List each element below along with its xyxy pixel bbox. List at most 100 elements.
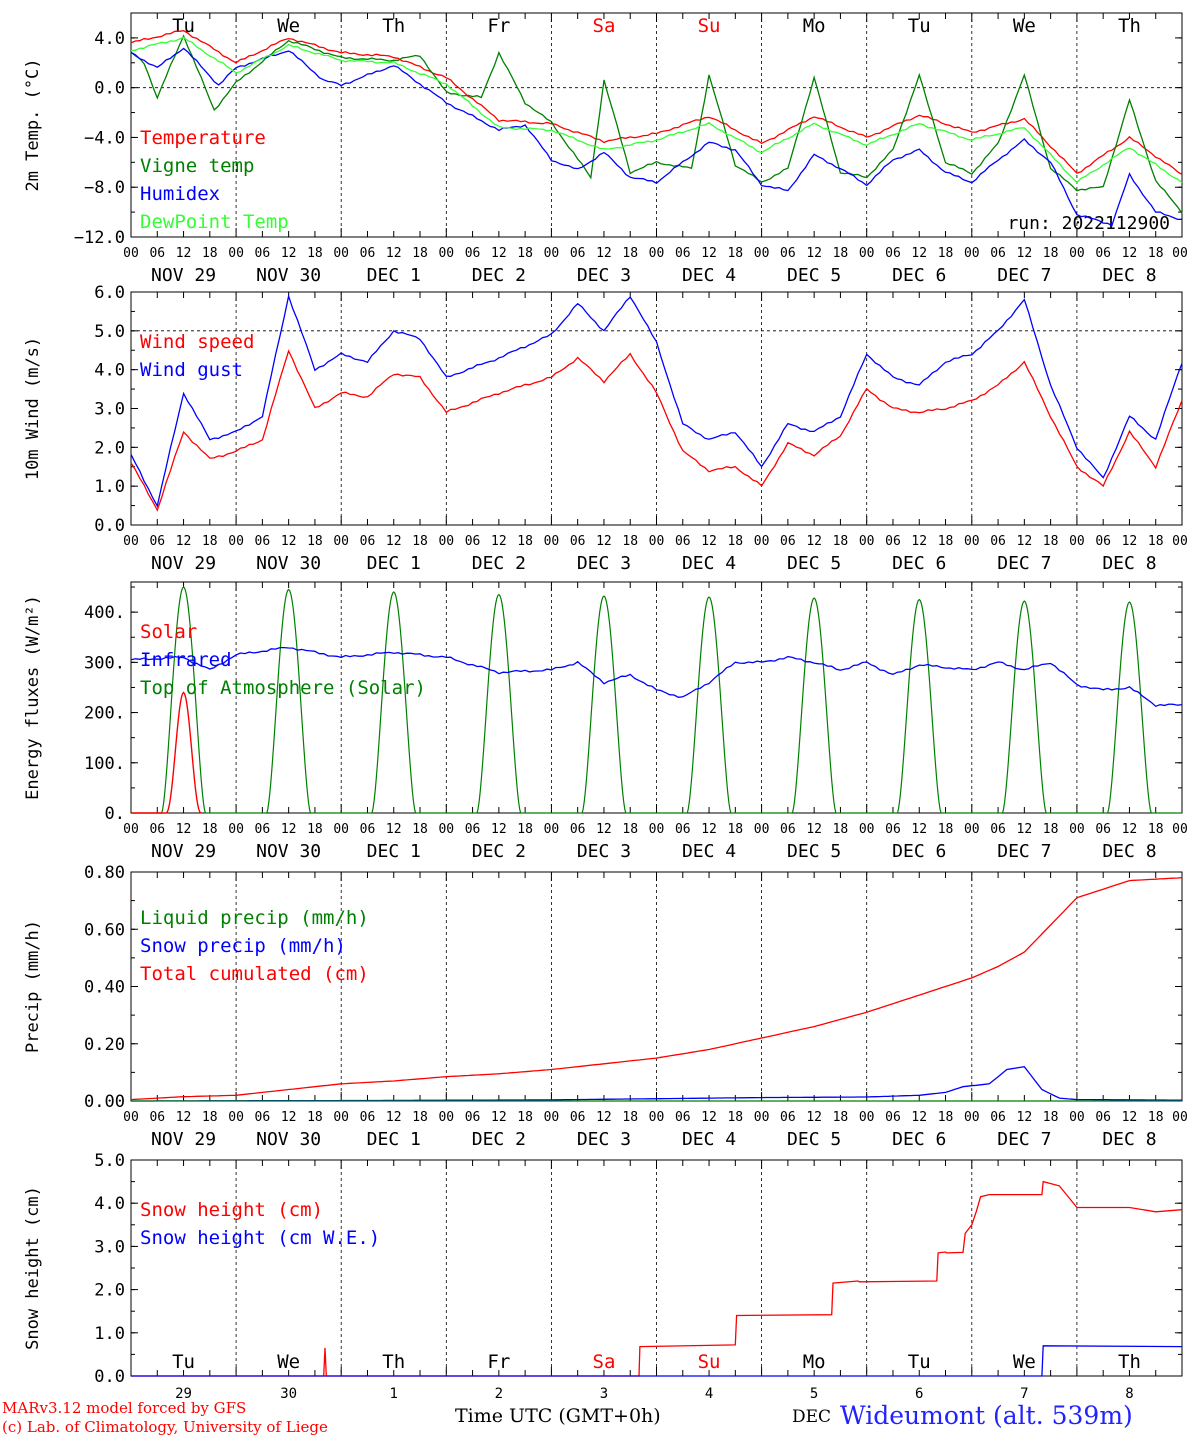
hour-label: 00 bbox=[123, 246, 139, 261]
hour-label: 18 bbox=[1148, 822, 1164, 837]
hour-label: 00 bbox=[859, 822, 875, 837]
date-label: DEC 8 bbox=[1102, 841, 1156, 862]
date-label: DEC 2 bbox=[472, 553, 526, 574]
hour-label: 18 bbox=[517, 534, 533, 549]
hour-label: 06 bbox=[1095, 1110, 1111, 1125]
date-label: DEC 3 bbox=[577, 553, 631, 574]
hour-label: 12 bbox=[176, 246, 192, 261]
series-snow-height-cm-w-e- bbox=[131, 1345, 1183, 1377]
y-tick-label: −12.0 bbox=[74, 228, 125, 248]
hour-label: 18 bbox=[622, 246, 638, 261]
hour-label: 12 bbox=[1017, 1110, 1033, 1125]
hour-label: 18 bbox=[307, 534, 323, 549]
weekday-label: Th bbox=[382, 1351, 405, 1373]
hour-label: 18 bbox=[202, 246, 218, 261]
date-label: DEC 6 bbox=[892, 553, 946, 574]
series-total-cumulated-cm- bbox=[130, 877, 1183, 1101]
hour-label: 18 bbox=[412, 534, 428, 549]
y-tick-label: 1.0 bbox=[94, 477, 125, 497]
hour-label: 18 bbox=[833, 246, 849, 261]
date-label: DEC 3 bbox=[577, 841, 631, 862]
hour-label: 00 bbox=[754, 246, 770, 261]
hour-label: 06 bbox=[675, 822, 691, 837]
y-tick-label: 3.0 bbox=[94, 1237, 125, 1257]
date-label: DEC 2 bbox=[472, 1129, 526, 1150]
hour-label: 00 bbox=[964, 822, 980, 837]
date-label: NOV 29 bbox=[151, 553, 216, 574]
panel-temp: −12.0 −8.0 −4.0 0.0 4.0 2m Temp. (°C) 00 06 12 18… bbox=[23, 12, 1188, 286]
hour-label: 06 bbox=[990, 822, 1006, 837]
y-tick-label: 0.00 bbox=[84, 1092, 125, 1112]
hour-label: 06 bbox=[885, 534, 901, 549]
hour-label: 06 bbox=[360, 246, 376, 261]
y-axis-label: Precip (mm/h) bbox=[23, 920, 43, 1053]
date-label: DEC 2 bbox=[472, 841, 526, 862]
hour-label: 06 bbox=[1095, 822, 1111, 837]
series-wind-gust bbox=[130, 293, 1183, 508]
x-axis-title: Time UTC (GMT+0h) bbox=[455, 1405, 661, 1427]
weekday-label: We bbox=[277, 1351, 300, 1373]
y-axis-label: Snow height (cm) bbox=[23, 1186, 43, 1350]
hour-label: 06 bbox=[570, 1110, 586, 1125]
hour-label: 00 bbox=[544, 1110, 560, 1125]
hour-label: 12 bbox=[281, 1110, 297, 1125]
y-tick-label: 4.0 bbox=[94, 29, 125, 49]
hour-label: 12 bbox=[281, 534, 297, 549]
hour-label: 06 bbox=[255, 246, 271, 261]
hour-label: 18 bbox=[307, 246, 323, 261]
hour-label: 00 bbox=[859, 1110, 875, 1125]
legend-entry: Snow height (cm W.E.) bbox=[140, 1227, 380, 1249]
hour-label: 00 bbox=[544, 534, 560, 549]
y-tick-label: 3.0 bbox=[94, 400, 125, 420]
weekday-label: Mo bbox=[803, 1351, 826, 1373]
hour-label: 18 bbox=[938, 246, 954, 261]
date-label: DEC 7 bbox=[997, 841, 1051, 862]
hour-label: 06 bbox=[780, 246, 796, 261]
hour-label: 00 bbox=[438, 534, 454, 549]
hour-label: 18 bbox=[517, 246, 533, 261]
hour-label: 00 bbox=[544, 822, 560, 837]
hour-label: 12 bbox=[491, 246, 507, 261]
day-number: 30 bbox=[280, 1386, 297, 1402]
y-tick-label: 200. bbox=[84, 704, 125, 724]
series-top-of-atmosphere bbox=[131, 586, 1182, 814]
hour-label: 06 bbox=[780, 1110, 796, 1125]
date-label: DEC 1 bbox=[367, 553, 421, 574]
panel-frame bbox=[130, 12, 1183, 238]
legend-entry: Solar bbox=[140, 621, 197, 643]
weekday-label: Tu bbox=[172, 15, 195, 37]
hour-label: 06 bbox=[990, 1110, 1006, 1125]
date-label: DEC 5 bbox=[787, 265, 841, 286]
legend-entry: Liquid precip (mm/h) bbox=[140, 907, 369, 929]
hour-label: 06 bbox=[990, 534, 1006, 549]
hour-label: 12 bbox=[701, 246, 717, 261]
hour-label: 00 bbox=[754, 822, 770, 837]
hour-label: 18 bbox=[517, 1110, 533, 1125]
hour-label: 18 bbox=[727, 246, 743, 261]
day-number: 4 bbox=[705, 1386, 713, 1402]
date-label: DEC 6 bbox=[892, 1129, 946, 1150]
hour-label: 18 bbox=[727, 534, 743, 549]
hour-label: 12 bbox=[386, 534, 402, 549]
series-solar bbox=[131, 691, 202, 814]
hour-label: 00 bbox=[964, 246, 980, 261]
date-label: NOV 29 bbox=[151, 265, 216, 286]
hour-label: 18 bbox=[202, 1110, 218, 1125]
hour-label: 18 bbox=[727, 822, 743, 837]
hour-label: 18 bbox=[833, 534, 849, 549]
hour-label: 06 bbox=[149, 822, 165, 837]
series-vigne-temp bbox=[130, 34, 1183, 214]
legend-entry: Top of Atmosphere (Solar) bbox=[140, 677, 426, 699]
hour-label: 12 bbox=[1017, 246, 1033, 261]
hour-label: 12 bbox=[386, 822, 402, 837]
hour-label: 12 bbox=[596, 246, 612, 261]
hour-label: 18 bbox=[1043, 246, 1059, 261]
series-wind-speed bbox=[130, 349, 1183, 512]
date-label: DEC 3 bbox=[577, 265, 631, 286]
hour-label: 12 bbox=[701, 822, 717, 837]
hour-label: 06 bbox=[885, 1110, 901, 1125]
hour-label: 18 bbox=[938, 1110, 954, 1125]
y-tick-label: 0.60 bbox=[84, 920, 125, 940]
date-label: NOV 30 bbox=[256, 265, 321, 286]
hour-label: 18 bbox=[938, 822, 954, 837]
